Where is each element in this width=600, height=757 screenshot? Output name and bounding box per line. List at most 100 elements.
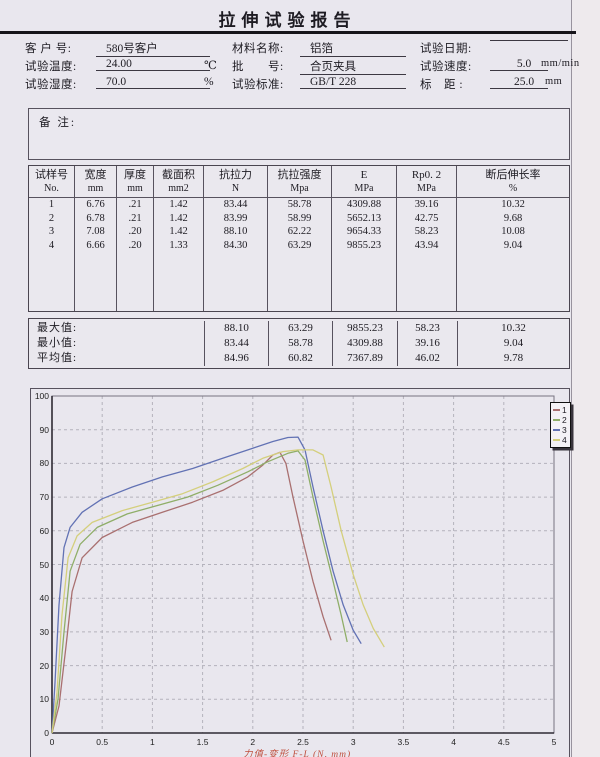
stats-value: 9.04	[457, 336, 569, 351]
table-cell: 1.42	[154, 211, 204, 225]
curve-specimen-2	[51, 450, 348, 734]
table-cell: 1.42	[154, 225, 204, 239]
stress-strain-plot	[51, 395, 555, 734]
table-cell: 9654.33	[332, 225, 397, 239]
table-cell: 83.44	[204, 198, 268, 212]
table-cell: 9.04	[503, 239, 523, 251]
stats-value: 88.10	[204, 321, 268, 336]
field-humidity-value: 70.0	[96, 76, 210, 89]
stats-label: 平均值:	[37, 352, 78, 364]
table-cell: 42.75	[397, 211, 457, 225]
table-cell: 7.08	[75, 225, 117, 239]
table-cell: 43.94	[397, 238, 457, 252]
table-filler-cell	[75, 252, 117, 311]
table-filler-cell	[154, 252, 204, 311]
title-underline	[0, 31, 576, 34]
table-cell: 10.32	[501, 199, 525, 210]
table-cell: 9.68	[503, 212, 523, 224]
x-tick-label: 2.5	[297, 737, 309, 747]
x-tick-label: 4.5	[497, 737, 510, 747]
x-tick-label: 5	[551, 737, 557, 747]
stats-label: 最小值:	[37, 337, 78, 349]
y-tick-label: 40	[39, 593, 49, 604]
report-title: 拉伸试验报告	[218, 11, 357, 30]
field-speed-unit: mm/min	[541, 58, 580, 69]
column-header: 抗拉力 N	[204, 166, 268, 198]
table-filler-cell	[268, 252, 332, 311]
table-cell: 9855.23	[332, 238, 397, 252]
column-header-cn: 截面积	[162, 168, 195, 181]
x-tick-label: 3.5	[397, 737, 410, 747]
stats-value: 46.02	[397, 351, 457, 366]
table-cell: 3	[29, 225, 75, 239]
page-edge-line	[571, 0, 572, 757]
column-header-unit: MPa	[354, 182, 374, 194]
remarks-box: 备 注:	[28, 108, 570, 160]
curve-specimen-1	[51, 451, 332, 734]
table-cell: 84.30	[204, 238, 268, 252]
stats-value: 39.16	[397, 336, 457, 351]
field-speed-label: 试验速度:	[420, 61, 472, 73]
stats-value: 83.44	[204, 336, 268, 351]
table-cell: 58.99	[268, 211, 332, 225]
column-header: 厚度 mm	[117, 166, 154, 198]
field-material-label: 材料名称:	[232, 43, 284, 55]
y-tick-label: 80	[39, 458, 49, 469]
field-humidity-unit: %	[204, 76, 215, 88]
column-header: 试样号 No.	[29, 166, 75, 198]
table-filler-cell	[117, 252, 154, 311]
field-date-label: 试验日期:	[420, 43, 472, 55]
table-cell: 6.76	[75, 198, 117, 212]
table-cell: 6.66	[75, 238, 117, 252]
field-humidity-label: 试验湿度:	[25, 79, 77, 91]
column-header-cn: 断后伸长率	[485, 168, 541, 181]
column-header-unit: %	[508, 182, 518, 194]
column-header-unit: MPa	[417, 182, 436, 194]
x-tick-label: 0	[49, 737, 55, 747]
table-filler-cell	[397, 252, 457, 311]
header-row-3: 试验湿度: 70.0 % 试验标准: GB/T 228 标 距 : 25.0 m…	[0, 76, 600, 93]
table-cell: 1.42	[154, 198, 204, 212]
field-batch-value: 合页夹具	[300, 58, 406, 75]
column-header-unit: mm	[127, 182, 143, 194]
column-header: E MPa	[332, 166, 397, 198]
legend-color-dash	[553, 429, 560, 431]
legend-series-number: 2	[562, 415, 567, 425]
stats-value: 58.23	[397, 321, 457, 336]
field-material-value: 铝箔	[300, 40, 406, 57]
y-tick-label: 100	[34, 391, 49, 401]
x-tick-label: 1	[150, 737, 155, 747]
y-tick-label: 60	[39, 525, 49, 536]
table-cell: 62.22	[268, 225, 332, 239]
legend-series-number: 3	[562, 425, 567, 435]
legend-color-dash	[553, 439, 560, 441]
legend-item: 2	[553, 415, 567, 425]
column-header-cn: 宽度	[84, 168, 107, 181]
column-header-cn: E	[360, 168, 368, 181]
legend-item: 3	[553, 425, 567, 435]
y-tick-label: 10	[39, 694, 49, 705]
field-gauge-label: 标 距 :	[420, 79, 464, 91]
field-standard-value: GB/T 228	[300, 76, 406, 89]
stats-value: 4309.88	[332, 336, 397, 351]
table-cell: 6.78	[75, 211, 117, 225]
remarks-label: 备 注:	[39, 117, 77, 129]
legend-series-number: 1	[562, 405, 567, 415]
column-header-cn: 抗拉力	[219, 168, 252, 181]
column-header-unit: N	[231, 182, 240, 194]
table-cell: .20	[117, 238, 154, 252]
table-filler-cell	[204, 252, 268, 311]
table-cell: 10.08	[501, 226, 525, 237]
column-header: 断后伸长率%	[457, 166, 569, 198]
legend-item: 4	[553, 435, 567, 445]
y-tick-label: 90	[39, 424, 49, 435]
table-cell: .21	[117, 198, 154, 212]
table-cell: 4309.88	[332, 198, 397, 212]
field-temperature-unit: ℃	[204, 60, 218, 72]
field-gauge-value: 25.0	[490, 76, 548, 89]
table-cell: 83.99	[204, 211, 268, 225]
curve-specimen-3	[51, 436, 362, 734]
